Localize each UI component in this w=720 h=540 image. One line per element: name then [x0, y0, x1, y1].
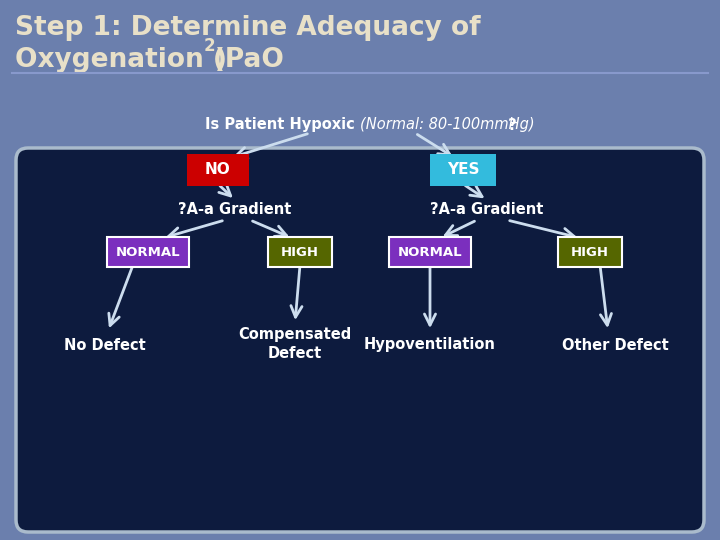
Text: ?A-a Gradient: ?A-a Gradient — [431, 202, 544, 218]
FancyBboxPatch shape — [430, 154, 496, 186]
Text: Is Patient Hypoxic: Is Patient Hypoxic — [205, 118, 360, 132]
Text: YES: YES — [446, 163, 480, 178]
Text: Oxygenation (PaO: Oxygenation (PaO — [15, 47, 284, 73]
FancyBboxPatch shape — [187, 154, 249, 186]
Text: NORMAL: NORMAL — [116, 246, 180, 259]
FancyBboxPatch shape — [558, 237, 622, 267]
FancyBboxPatch shape — [107, 237, 189, 267]
Text: Other Defect: Other Defect — [562, 338, 668, 353]
Text: ?A-a Gradient: ?A-a Gradient — [179, 202, 292, 218]
FancyBboxPatch shape — [268, 237, 332, 267]
Text: Compensated: Compensated — [238, 327, 351, 342]
Text: No Defect: No Defect — [64, 338, 146, 353]
Text: ?: ? — [503, 118, 517, 132]
Text: Defect: Defect — [268, 346, 322, 361]
Text: (Normal: 80-100mmHg): (Normal: 80-100mmHg) — [360, 118, 535, 132]
Text: 2: 2 — [204, 37, 215, 55]
Text: HIGH: HIGH — [571, 246, 609, 259]
Text: Step 1: Determine Adequacy of: Step 1: Determine Adequacy of — [15, 15, 481, 41]
Text: NORMAL: NORMAL — [397, 246, 462, 259]
Text: ): ) — [215, 47, 227, 73]
FancyBboxPatch shape — [389, 237, 471, 267]
Text: NO: NO — [205, 163, 231, 178]
Text: Hypoventilation: Hypoventilation — [364, 338, 496, 353]
Text: HIGH: HIGH — [281, 246, 319, 259]
FancyBboxPatch shape — [16, 148, 704, 532]
